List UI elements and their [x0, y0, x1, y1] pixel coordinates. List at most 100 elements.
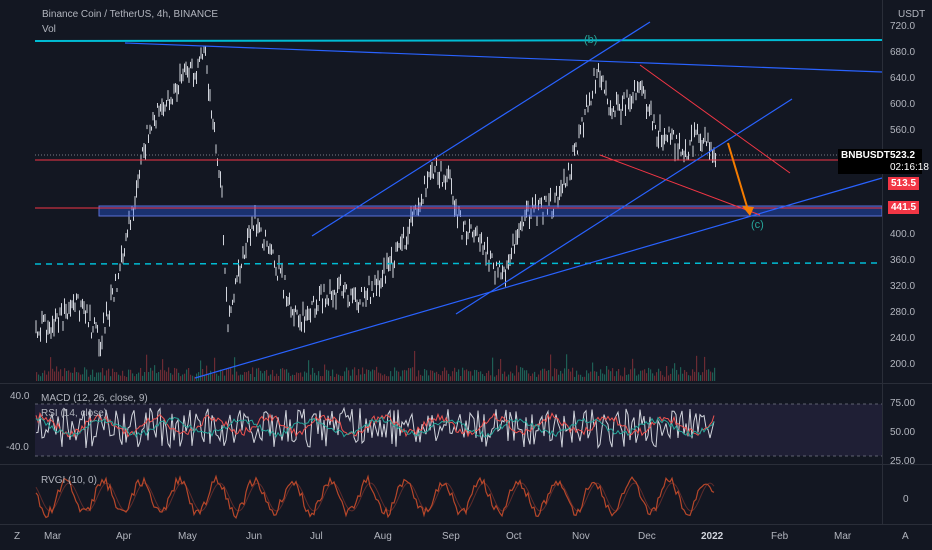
pane-separator-rsi[interactable] [0, 464, 932, 465]
volume-bar [262, 373, 264, 381]
volume-bar [228, 368, 230, 381]
volume-bar [170, 373, 172, 381]
volume-bar [328, 370, 330, 381]
volume-bar [120, 375, 122, 381]
volume-bar [574, 376, 576, 381]
volume-bar [588, 373, 590, 381]
volume-bar [216, 373, 218, 381]
volume-bar [616, 371, 618, 381]
volume-bar [332, 369, 334, 381]
volume-bar [160, 369, 162, 381]
wedge-line [599, 154, 761, 216]
volume-bar [378, 372, 380, 381]
volume-bar [416, 376, 418, 381]
wave-c-label[interactable]: (c) [751, 219, 764, 231]
volume-bar [604, 374, 606, 381]
volume-bar [372, 369, 374, 381]
volume-bar [190, 374, 192, 381]
volume-bar [288, 372, 290, 381]
auto-scale-button[interactable]: A [902, 531, 909, 542]
volume-bar [136, 373, 138, 381]
volume-bar [538, 374, 540, 381]
volume-bar [512, 373, 514, 381]
time-label: Aug [374, 531, 392, 542]
volume-bar [50, 357, 52, 381]
volume-bar [684, 370, 686, 381]
volume-bar [374, 370, 376, 381]
volume-bar [290, 375, 292, 381]
rsi-line [35, 406, 715, 449]
volume-bar [324, 364, 326, 381]
level-tag-441: 441.5 [888, 201, 920, 214]
volume-bar [638, 374, 640, 381]
volume-bar [504, 371, 506, 381]
volume-bar [576, 370, 578, 381]
volume-bar [154, 365, 156, 381]
bar-countdown: 02:16:18 [890, 162, 929, 173]
volume-bar [350, 375, 352, 381]
volume-bar [312, 367, 314, 381]
rvgi-legend[interactable]: RVGI (10, 0) [41, 475, 97, 486]
volume-bar [338, 374, 340, 381]
wave-b-label[interactable]: (b) [584, 34, 598, 46]
volume-bar [272, 369, 274, 381]
volume-bar [458, 369, 460, 381]
volume-bar [68, 370, 70, 381]
volume-bar [492, 357, 494, 381]
volume-bar [48, 371, 50, 381]
price-tick: 240.0 [890, 333, 916, 344]
volume-bar [258, 367, 260, 381]
pane-separator-main[interactable] [0, 383, 932, 384]
volume-bar [116, 372, 118, 381]
symbol-title[interactable]: Binance Coin / TetherUS, 4h, BINANCE [42, 9, 219, 20]
volume-bar [472, 375, 474, 381]
volume-bar [366, 369, 368, 381]
volume-bar [572, 367, 574, 381]
macd-legend[interactable]: MACD (12, 26, close, 9) [41, 393, 148, 404]
volume-bar [44, 370, 46, 381]
volume-bar [460, 376, 462, 381]
volume-bar [620, 375, 622, 381]
rvgi-line [35, 474, 715, 520]
zoom-button[interactable]: Z [14, 531, 21, 542]
volume-bar [364, 373, 366, 381]
volume-bar [578, 374, 580, 381]
price-tick: 560.0 [890, 125, 916, 136]
volume-bar [704, 356, 706, 381]
volume-bar [568, 368, 570, 381]
volume-bar [306, 372, 308, 381]
volume-bar [668, 375, 670, 381]
price-tick: 360.0 [890, 255, 916, 266]
volume-bar [212, 374, 214, 381]
volume-bar [286, 369, 288, 381]
volume-bar [270, 374, 272, 381]
volume-bar [86, 369, 88, 381]
volume-bar [240, 374, 242, 381]
trendline [194, 177, 883, 379]
rsi-tick: 75.00 [890, 398, 916, 409]
price-tick: 640.0 [890, 73, 916, 84]
volume-bar [310, 374, 312, 381]
volume-bar [74, 367, 76, 381]
volume-bar [694, 371, 696, 381]
volume-bar [124, 375, 126, 381]
volume-bar [62, 376, 64, 381]
volume-bar [394, 367, 396, 381]
price-chart-pane[interactable] [35, 0, 882, 383]
volume-bar [368, 369, 370, 381]
volume-label[interactable]: Vol [42, 24, 56, 35]
volume-bar [200, 360, 202, 381]
volume-bar [322, 376, 324, 381]
volume-bar [132, 373, 134, 381]
volume-bar [232, 374, 234, 381]
volume-bar [208, 373, 210, 381]
rsi-legend[interactable]: RSI (14, close) [41, 408, 108, 419]
volume-bar [646, 373, 648, 381]
volume-bar [94, 376, 96, 381]
volume-bar [514, 375, 516, 381]
volume-bar [428, 375, 430, 381]
volume-bar [118, 374, 120, 381]
time-label: Nov [572, 531, 590, 542]
volume-bar [544, 368, 546, 381]
